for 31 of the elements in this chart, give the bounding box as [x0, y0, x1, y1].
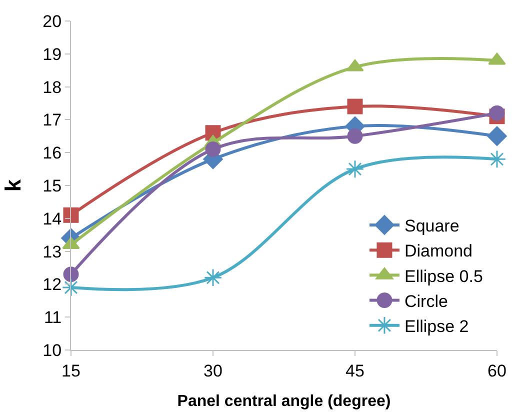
y-tick-label: 11 — [44, 308, 62, 328]
point — [204, 268, 222, 287]
y-tick-label: 13 — [42, 242, 62, 262]
y-axis-title: k — [0, 178, 26, 192]
legend-label: Ellipse 2 — [404, 317, 469, 336]
y-tick-label: 20 — [42, 12, 62, 31]
x-axis-title: Panel central angle (degree) — [177, 393, 391, 410]
point — [63, 266, 79, 282]
legend-label: Square — [404, 216, 460, 236]
legend-label: Circle — [404, 292, 448, 311]
legend-label: Ellipse 0.5 — [404, 266, 483, 286]
point — [347, 128, 363, 144]
x-tick-label: 45 — [346, 361, 364, 380]
y-tick-label: 17 — [42, 110, 62, 130]
point — [489, 105, 505, 121]
y-tick-label: 16 — [42, 144, 62, 163]
point — [347, 98, 363, 114]
x-tick-label: 60 — [488, 361, 506, 380]
y-tick-label: 19 — [42, 44, 62, 64]
y-tick-label: 15 — [42, 176, 62, 196]
y-tick-label: 10 — [42, 340, 62, 360]
point — [63, 207, 79, 223]
point — [346, 160, 364, 178]
x-tick-label: 15 — [62, 361, 80, 380]
x-tick-label: 30 — [204, 361, 222, 380]
point — [205, 142, 221, 158]
legend-label: Diamond — [404, 242, 473, 261]
y-tick-label: 12 — [42, 275, 62, 294]
y-tick-label: 14 — [42, 209, 62, 228]
point — [487, 126, 507, 146]
y-tick-label: 18 — [42, 78, 62, 97]
